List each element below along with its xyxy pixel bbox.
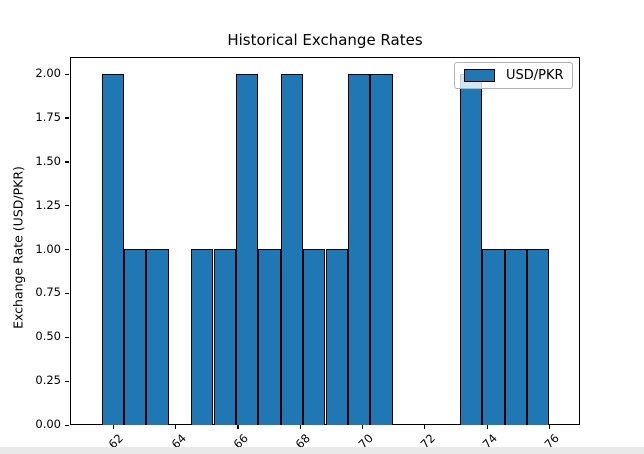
bar-slot-6 (235, 73, 259, 425)
bar-slot-4 (191, 249, 214, 425)
bar-slot-1 (123, 249, 147, 425)
x-tick-mark (237, 425, 239, 429)
legend: USD/PKR (454, 62, 573, 89)
y-tick-label: 1.50 (35, 153, 61, 168)
bar-slot-11 (347, 73, 371, 425)
bar-slot-12 (370, 73, 393, 425)
y-tick-label: 0.50 (35, 329, 61, 344)
x-tick-mark (299, 425, 301, 429)
x-tick-mark (175, 425, 177, 429)
x-tick-label: -64 (165, 431, 189, 447)
bar-slot-19 (527, 249, 550, 425)
bar-slot-8 (280, 73, 304, 425)
y-tick-mark (65, 161, 69, 163)
bar-slot-18 (504, 249, 528, 425)
x-tick-label: -68 (289, 431, 314, 447)
legend-swatch (464, 69, 495, 82)
bar-slot-0 (101, 73, 124, 425)
x-tick-label: -74 (476, 431, 500, 447)
y-tick-label: 1.25 (35, 197, 61, 212)
x-tick-label: -70 (352, 431, 376, 447)
y-tick-label: 2.00 (35, 66, 61, 80)
y-tick-mark (65, 117, 69, 119)
bar-slot-17 (482, 249, 505, 425)
chart-title: Historical Exchange Rates (227, 31, 423, 49)
y-tick-mark (65, 336, 69, 339)
y-tick-label: 1.00 (35, 241, 61, 256)
x-tick-label: -66 (227, 431, 251, 447)
y-tick-mark (65, 424, 69, 426)
y-tick-label: 0.25 (35, 373, 61, 388)
x-tick-label: -76 (539, 431, 563, 447)
bar-slot-2 (146, 249, 169, 425)
bar-slot-7 (258, 249, 281, 425)
x-tick-mark (112, 425, 114, 429)
x-tick-label: -62 (103, 431, 127, 447)
bar-slot-10 (325, 249, 348, 425)
x-tick-mark (548, 425, 551, 429)
y-tick-mark (65, 205, 69, 207)
y-tick-mark (65, 380, 69, 382)
bar-slot-16 (459, 73, 483, 425)
x-tick-mark (486, 425, 488, 429)
y-tick-mark (65, 249, 69, 251)
x-tick-mark (361, 425, 364, 429)
x-tick-mark (424, 425, 426, 429)
plot-area (70, 57, 580, 425)
legend-label: USD/PKR (506, 68, 564, 83)
y-tick-mark (65, 73, 69, 75)
bar-slot-5 (213, 249, 236, 425)
y-tick-label: 1.75 (35, 109, 61, 124)
y-tick-mark (65, 292, 69, 295)
y-tick-label: 0.00 (35, 417, 61, 431)
bar-slot-9 (303, 249, 326, 425)
x-tick-label: -72 (414, 431, 438, 447)
y-tick-label: 0.75 (35, 285, 61, 300)
figure-bottom-margin (0, 447, 644, 454)
